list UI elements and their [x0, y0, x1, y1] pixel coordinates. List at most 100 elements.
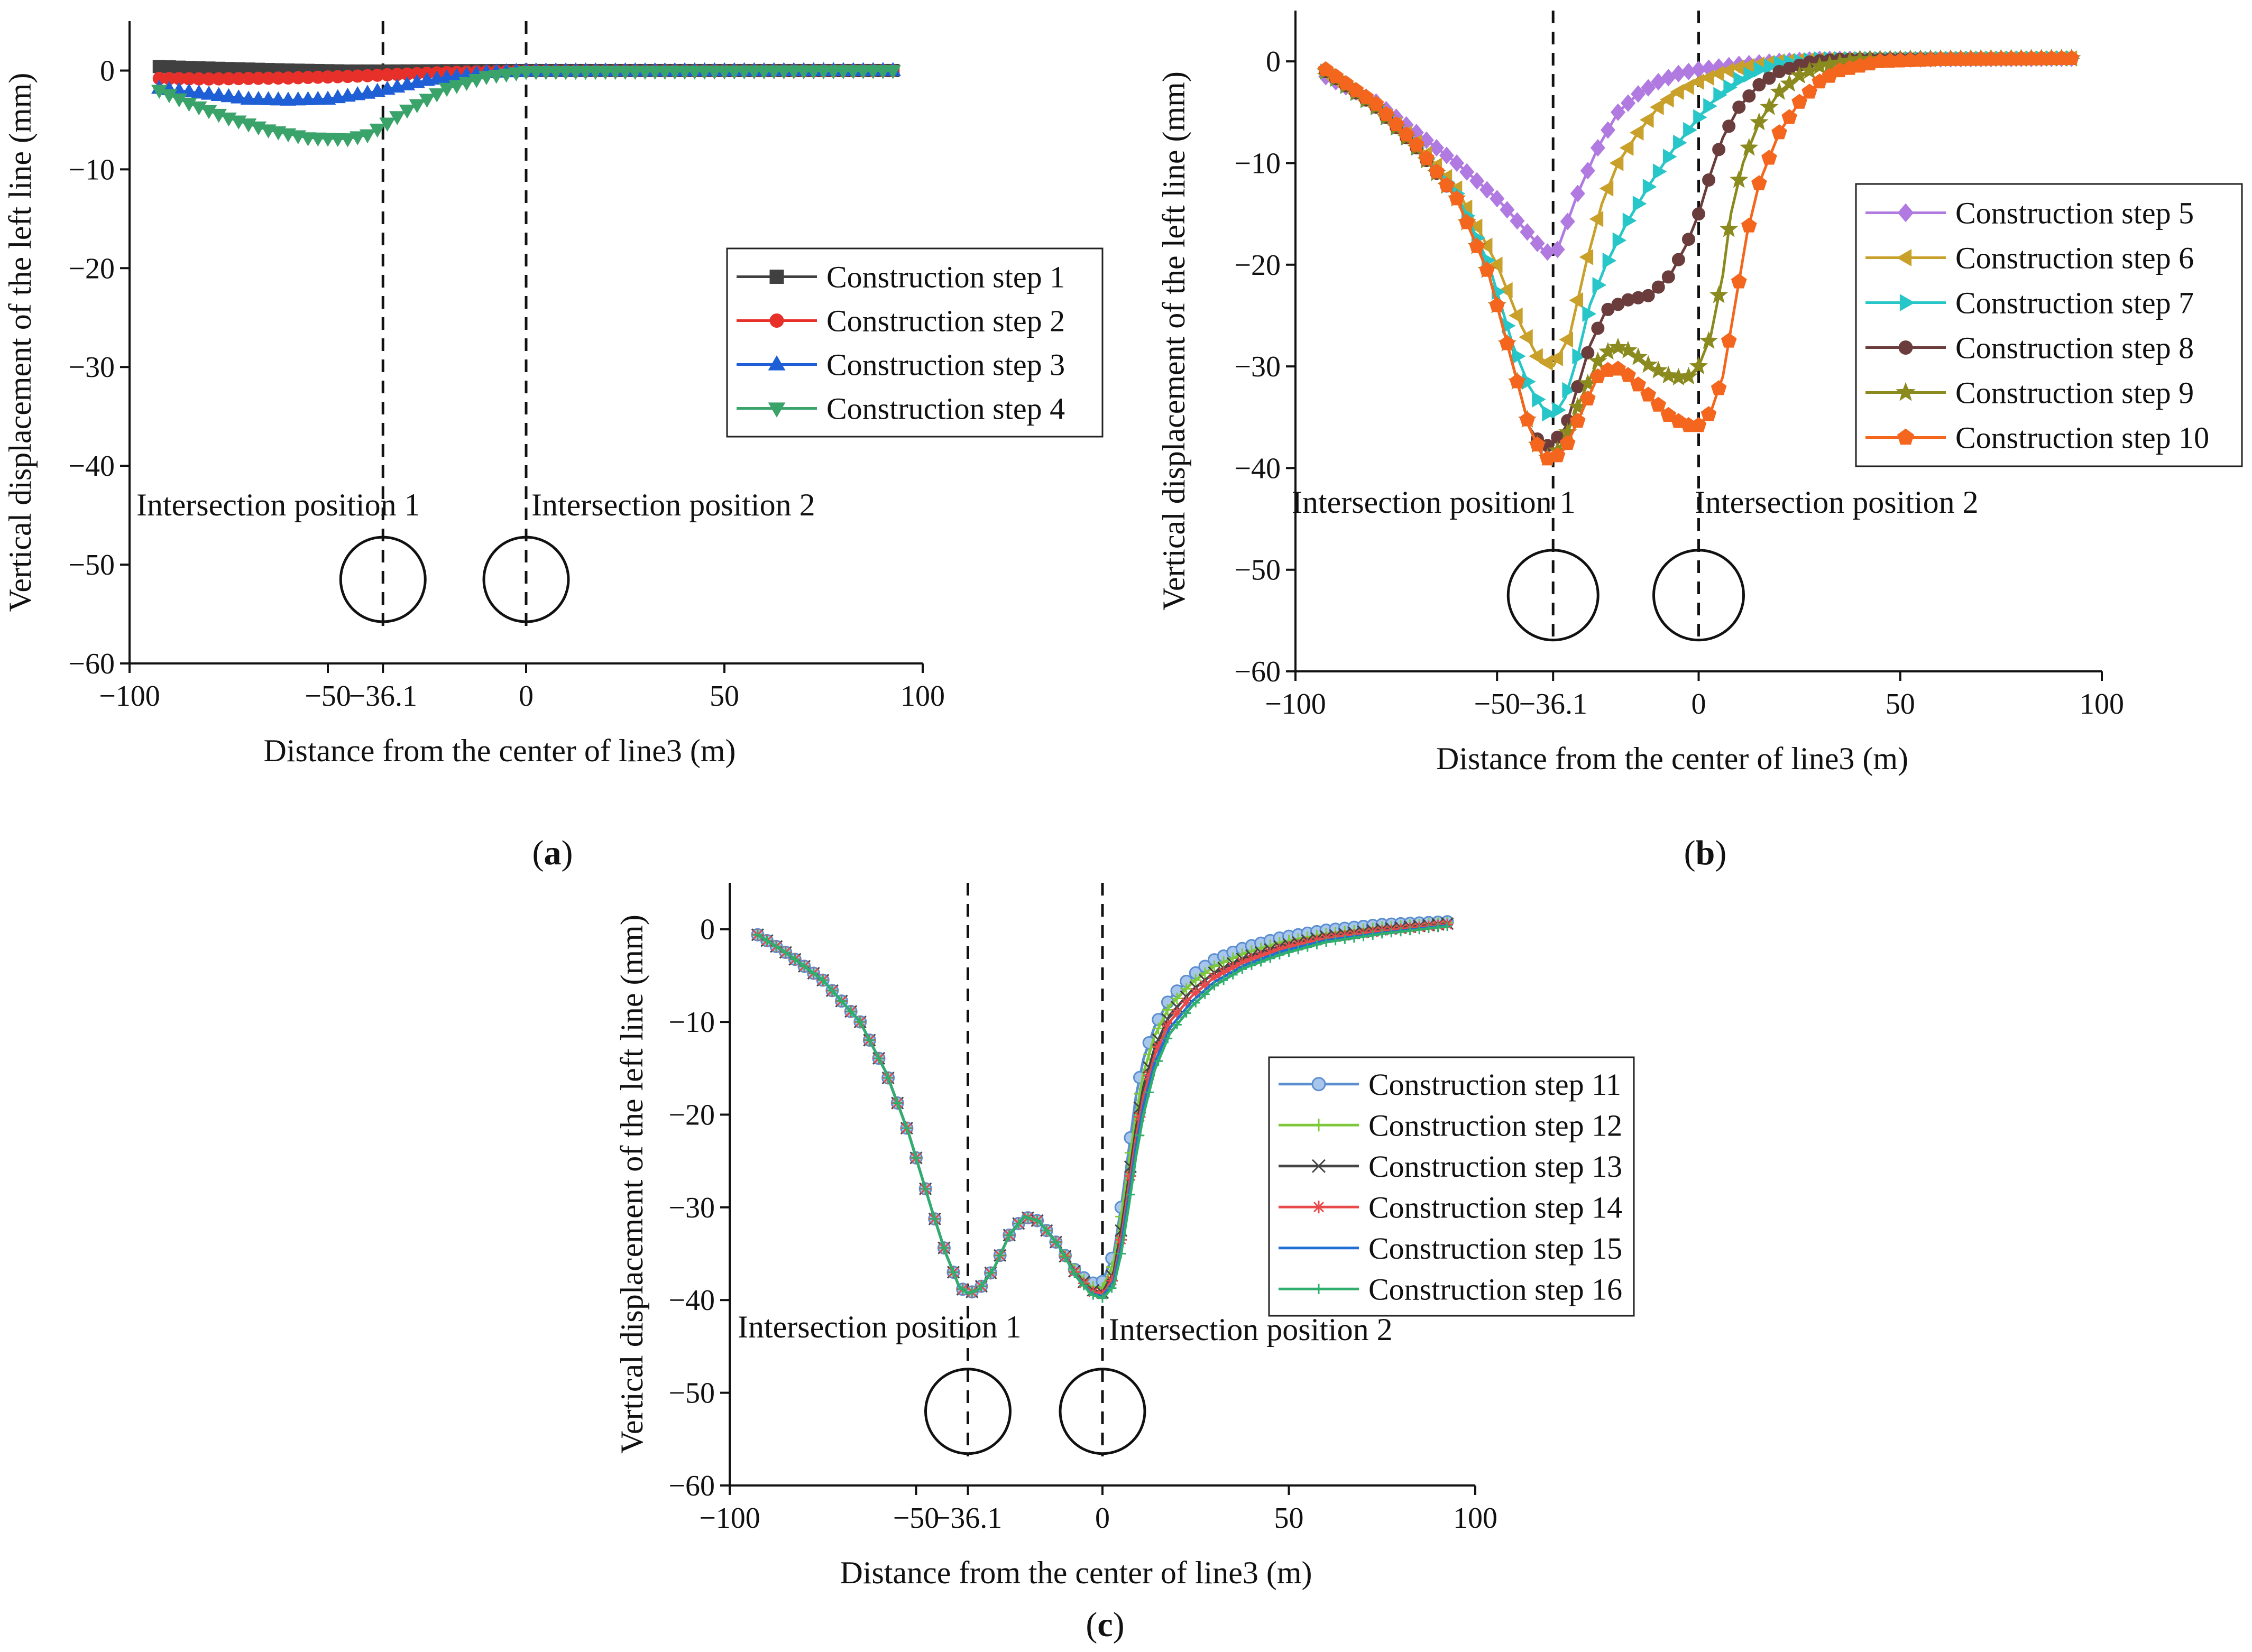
data-point: [753, 930, 762, 940]
data-point: [518, 66, 535, 80]
data-point: [1218, 956, 1230, 968]
data-point: [528, 66, 544, 80]
data-point: [1106, 1275, 1118, 1287]
data-point: [1599, 180, 1614, 197]
data-point: [902, 1123, 912, 1133]
data-point: [1490, 190, 1505, 208]
data-point: [875, 65, 891, 79]
data-point: [1246, 953, 1257, 965]
data-point: [986, 1268, 996, 1278]
data-point: [1640, 386, 1657, 402]
data-point: [1620, 367, 1636, 382]
data-point: [1680, 78, 1694, 95]
data-point: [1608, 337, 1628, 356]
data-point: [1500, 201, 1515, 219]
data-point: [1549, 350, 1563, 366]
data-point: [1730, 170, 1749, 188]
data-point: [1560, 213, 1575, 230]
y-tick-label: 0: [700, 913, 715, 946]
data-point: [780, 947, 791, 957]
legend-label: Construction step 9: [1955, 376, 2194, 410]
data-point: [191, 101, 207, 116]
x-tick-label: −36.1: [1519, 688, 1587, 721]
data-point: [210, 87, 227, 101]
legend-item: Construction step 11: [1279, 1067, 1621, 1102]
data-point: [389, 111, 406, 125]
data-point: [2063, 50, 2080, 66]
data-point: [1590, 139, 1605, 157]
data-point: [686, 66, 703, 80]
legend-label: Construction step 4: [826, 392, 1065, 426]
data-point: [786, 65, 802, 80]
data-point: [1519, 411, 1536, 427]
data-point: [1228, 970, 1238, 980]
data-point: [1529, 436, 1546, 452]
data-point: [1208, 960, 1220, 972]
data-point: [1042, 1225, 1052, 1235]
data-point: [1579, 249, 1594, 265]
data-point: [1641, 79, 1656, 97]
data-point: [1180, 983, 1192, 995]
legend-item: Construction step 10: [1865, 421, 2209, 455]
data-point: [1722, 119, 1736, 133]
data-point: [1153, 1056, 1163, 1066]
data-point: [1408, 136, 1424, 152]
data-point: [762, 936, 772, 946]
data-point: [231, 89, 247, 104]
data-point: [1124, 1170, 1136, 1182]
data-point: [835, 65, 852, 79]
data-point: [1679, 366, 1698, 385]
data-point: [220, 88, 237, 103]
data-point: [300, 91, 316, 105]
data-point: [1790, 66, 1809, 84]
data-point: [1761, 150, 1777, 165]
data-point: [637, 66, 654, 80]
data-point: [508, 67, 525, 81]
data-point: [1328, 68, 1344, 84]
data-point: [1163, 1033, 1173, 1044]
data-point: [1670, 84, 1684, 100]
data-point: [607, 66, 623, 80]
legend-item: Construction step 6: [1865, 241, 2194, 275]
chart-panel-3: −100 −50−36.1 0 50 1000−10−20−30−40−50−60Dis…: [614, 883, 1635, 1590]
data-point: [726, 65, 742, 80]
data-point: [1275, 950, 1284, 960]
data-point: [1338, 75, 1354, 90]
data-point: [766, 65, 782, 80]
data-point: [350, 131, 366, 145]
data-point: [1713, 87, 1727, 103]
data-point: [1642, 179, 1657, 195]
data-point: [1542, 405, 1556, 422]
legend-box: [726, 247, 1104, 438]
legend-item: Construction step 12: [1279, 1108, 1622, 1142]
data-point: [1098, 1293, 1107, 1303]
data-point: [939, 1243, 949, 1253]
x-tick-label: −50: [305, 680, 351, 713]
data-point: [409, 99, 425, 114]
data-point: [1190, 987, 1202, 999]
data-point: [310, 90, 326, 105]
data-point: [1219, 975, 1228, 985]
data-point: [1580, 162, 1595, 180]
legend-label: Construction step 10: [1955, 421, 2209, 455]
data-point: [1630, 376, 1646, 392]
data-point: [498, 68, 514, 83]
data-point: [1629, 124, 1644, 141]
y-tick-label: −40: [1234, 452, 1281, 485]
data-point: [1692, 207, 1705, 221]
data-point: [805, 65, 822, 80]
data-point: [1689, 356, 1708, 375]
data-point: [1199, 979, 1211, 991]
data-point: [1760, 97, 1779, 115]
data-point: [1429, 139, 1444, 157]
data-point: [587, 66, 604, 80]
data-point: [1601, 302, 1615, 316]
annotation-intersection-1: Intersection position 1: [1292, 485, 1576, 520]
data-point: [746, 65, 762, 80]
data-point: [1191, 998, 1201, 1008]
data-point: [1032, 1216, 1042, 1225]
data-point: [1171, 992, 1183, 1004]
legend-label: Construction step 15: [1368, 1231, 1622, 1266]
legend-item: Construction step 8: [1865, 331, 2194, 365]
panel-label-2: (b): [1684, 834, 1727, 872]
